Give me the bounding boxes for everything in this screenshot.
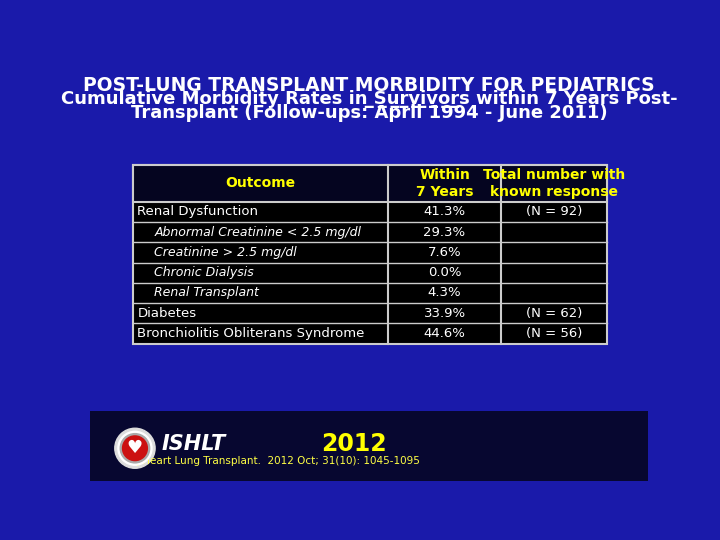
Text: 2012: 2012 (320, 431, 387, 456)
Text: Within
7 Years: Within 7 Years (416, 168, 473, 199)
FancyBboxPatch shape (90, 411, 648, 481)
Circle shape (120, 434, 150, 463)
Circle shape (114, 428, 155, 468)
Text: Chronic Dialysis: Chronic Dialysis (154, 266, 254, 279)
Text: ♥: ♥ (127, 439, 143, 457)
FancyBboxPatch shape (132, 165, 607, 202)
Text: 4.3%: 4.3% (428, 286, 462, 300)
Text: Total number with
known response: Total number with known response (482, 168, 625, 199)
Text: (N = 56): (N = 56) (526, 327, 582, 340)
Text: Bronchiolitis Obliterans Syndrome: Bronchiolitis Obliterans Syndrome (138, 327, 364, 340)
Text: Outcome: Outcome (225, 177, 296, 191)
Text: Renal Dysfunction: Renal Dysfunction (138, 206, 258, 219)
Circle shape (122, 436, 148, 461)
Text: Cumulative Morbidity Rates in ̲S̲u̲r̲v̲i̲v̲o̲r̲s within 7 Years Post-: Cumulative Morbidity Rates in ̲S̲u̲r̲v̲i… (60, 90, 678, 108)
Text: (N = 92): (N = 92) (526, 206, 582, 219)
Text: J Heart Lung Transplant.  2012 Oct; 31(10): 1045-1095: J Heart Lung Transplant. 2012 Oct; 31(10… (137, 456, 420, 465)
Text: (N = 62): (N = 62) (526, 307, 582, 320)
Text: Diabetes: Diabetes (138, 307, 197, 320)
Text: 44.6%: 44.6% (423, 327, 466, 340)
Text: 7.6%: 7.6% (428, 246, 462, 259)
Text: 41.3%: 41.3% (423, 206, 466, 219)
Text: POST-LUNG TRANSPLANT MORBIDITY FOR PEDIATRICS: POST-LUNG TRANSPLANT MORBIDITY FOR PEDIA… (84, 76, 654, 94)
Text: Renal Transplant: Renal Transplant (154, 286, 259, 300)
Text: ISHLT: ISHLT (161, 434, 225, 454)
Text: Abnormal Creatinine < 2.5 mg/dl: Abnormal Creatinine < 2.5 mg/dl (154, 226, 361, 239)
Text: Creatinine > 2.5 mg/dl: Creatinine > 2.5 mg/dl (154, 246, 297, 259)
Circle shape (118, 431, 152, 465)
Text: Transplant (Follow-ups: April 1994 - June 2011): Transplant (Follow-ups: April 1994 - Jun… (131, 104, 607, 122)
FancyBboxPatch shape (132, 165, 607, 343)
Text: 33.9%: 33.9% (423, 307, 466, 320)
Text: 0.0%: 0.0% (428, 266, 462, 279)
Text: 29.3%: 29.3% (423, 226, 466, 239)
